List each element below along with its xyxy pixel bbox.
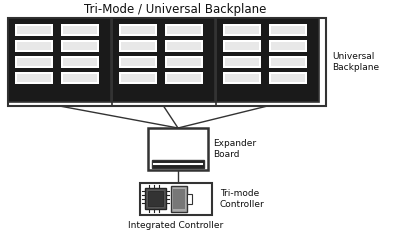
Bar (148, 128, 208, 170)
Bar (152, 160, 204, 168)
Bar (167, 58, 201, 66)
Text: Tri-mode
Controller: Tri-mode Controller (220, 189, 265, 209)
Bar (225, 26, 259, 34)
Bar (63, 42, 97, 50)
Bar (61, 40, 99, 52)
Bar (223, 24, 261, 36)
Bar (17, 58, 51, 66)
Bar (223, 72, 261, 84)
Bar (225, 58, 259, 66)
Bar (223, 56, 261, 68)
Bar (121, 42, 155, 50)
Bar (119, 72, 157, 84)
Bar (121, 26, 155, 34)
Bar (112, 18, 215, 102)
Bar (148, 191, 163, 206)
Bar (61, 24, 99, 36)
Bar (17, 42, 51, 50)
Text: Unified
Midplane: Unified Midplane (157, 135, 199, 155)
Bar (223, 40, 261, 52)
Bar (165, 56, 203, 68)
Bar (63, 58, 97, 66)
Bar (187, 194, 192, 204)
Bar (61, 72, 99, 84)
Bar (15, 72, 53, 84)
Text: Integrated Controller: Integrated Controller (128, 221, 224, 230)
Bar (15, 56, 53, 68)
Text: Tri-Mode / Universal Backplane: Tri-Mode / Universal Backplane (84, 3, 266, 15)
Bar (167, 42, 201, 50)
Bar (17, 74, 51, 82)
Bar (8, 18, 111, 102)
Bar (145, 188, 166, 209)
Bar (271, 74, 305, 82)
Bar (271, 58, 305, 66)
Bar (121, 58, 155, 66)
Bar (15, 40, 53, 52)
Text: Expander
Board: Expander Board (213, 139, 256, 159)
Bar (269, 24, 307, 36)
Bar (225, 42, 259, 50)
Bar (119, 40, 157, 52)
Bar (225, 74, 259, 82)
Bar (216, 18, 319, 102)
Bar (121, 74, 155, 82)
Bar (271, 42, 305, 50)
Bar (167, 26, 201, 34)
Bar (165, 40, 203, 52)
Bar (165, 72, 203, 84)
Bar (61, 56, 99, 68)
Bar (269, 56, 307, 68)
Bar (269, 72, 307, 84)
Bar (63, 74, 97, 82)
Bar (17, 26, 51, 34)
Bar (167, 74, 201, 82)
Bar (269, 40, 307, 52)
Bar (119, 24, 157, 36)
Text: Universal
Backplane: Universal Backplane (332, 52, 379, 72)
Bar (165, 24, 203, 36)
Bar (15, 24, 53, 36)
Bar (140, 183, 212, 215)
Bar (171, 186, 187, 212)
Bar (119, 56, 157, 68)
Bar (63, 26, 97, 34)
Bar (173, 189, 185, 209)
Bar (8, 18, 326, 106)
Bar (271, 26, 305, 34)
